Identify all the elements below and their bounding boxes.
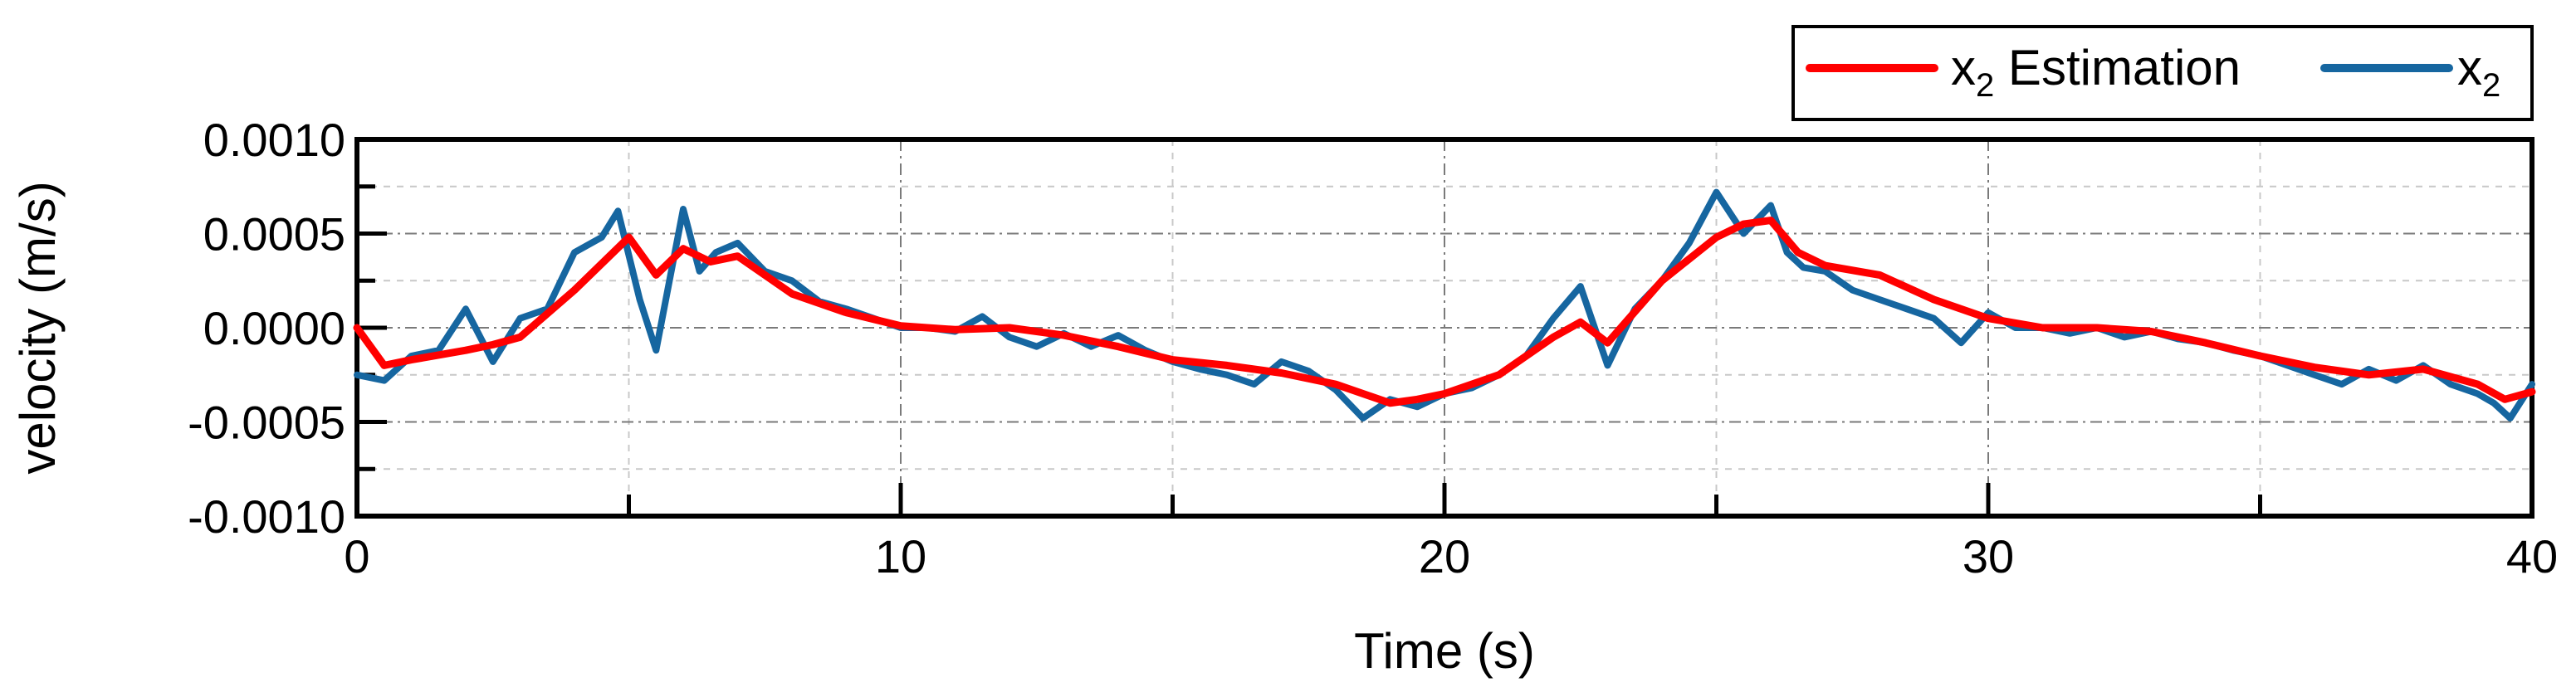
series-line-estimation [353, 217, 2536, 407]
y-tick-label: -0.0005 [188, 397, 345, 449]
y-axis-title: velocity (m/s) [10, 181, 66, 474]
tick-labels: 0 10 20 30 40 -0.0010 -0.0005 0.0000 0.0005 0.001… [188, 114, 2558, 582]
y-tick-label: 0.0000 [203, 302, 345, 354]
x-tick-label: 20 [1419, 530, 1470, 582]
grid-lines [357, 139, 2532, 516]
x-tick-label: 40 [2506, 530, 2558, 582]
legend-box [1791, 25, 2534, 121]
x-tick-label: 0 [344, 530, 369, 582]
y-tick-label: -0.0010 [188, 490, 345, 543]
x-axis-title: Time (s) [1354, 623, 1535, 679]
legend-label-estimation: x2 Estimation [1951, 40, 2241, 104]
x-tick-label: 10 [875, 530, 926, 582]
legend-label-measured: x2 [2457, 40, 2500, 104]
y-tick-label: 0.0010 [203, 114, 345, 166]
legend: x2 Estimation x2 [1791, 25, 2534, 121]
x-tick-label: 30 [1963, 530, 2014, 582]
y-tick-label: 0.0005 [203, 208, 345, 261]
series-layer [353, 188, 2536, 422]
